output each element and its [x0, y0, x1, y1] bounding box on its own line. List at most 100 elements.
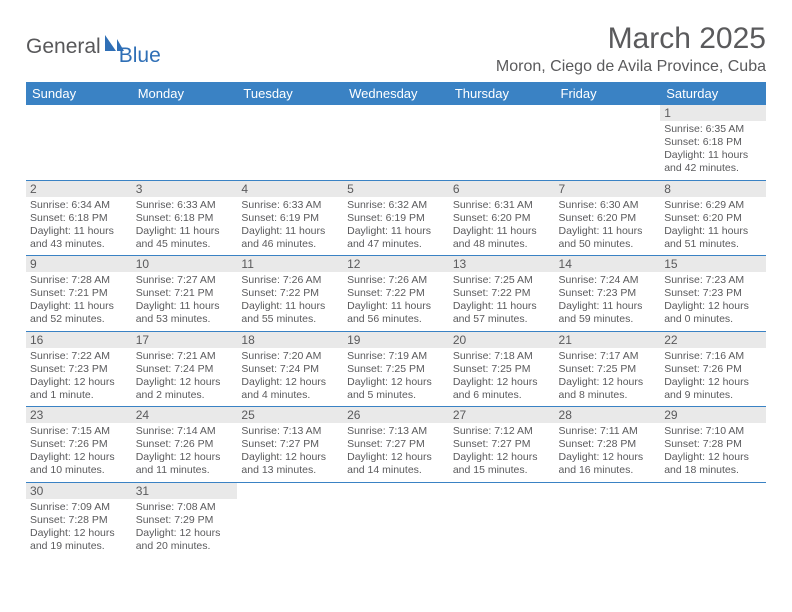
day-number: 1	[660, 105, 766, 121]
logo-text-blue: Blue	[119, 44, 161, 68]
day-number: 2	[26, 181, 132, 197]
sunset-text: Sunset: 6:19 PM	[347, 212, 445, 225]
day-number: 28	[555, 407, 661, 423]
sunrise-text: Sunrise: 7:14 AM	[136, 425, 234, 438]
day-number: 27	[449, 407, 555, 423]
sunrise-text: Sunrise: 7:20 AM	[241, 350, 339, 363]
sunset-text: Sunset: 7:23 PM	[664, 287, 762, 300]
logo: General Blue	[26, 26, 161, 68]
title-block: March 2025 Moron, Ciego de Avila Provinc…	[496, 22, 766, 76]
calendar-day-cell: 22 Sunrise: 7:16 AMSunset: 7:26 PMDayligh…	[660, 331, 766, 407]
day-number: 15	[660, 256, 766, 272]
daylight-text: Daylight: 12 hours and 4 minutes.	[241, 376, 339, 402]
sunrise-text: Sunrise: 7:15 AM	[30, 425, 128, 438]
sunset-text: Sunset: 7:26 PM	[136, 438, 234, 451]
day-number: 11	[237, 256, 343, 272]
calendar-week-row: 30Sunrise: 7:09 AMSunset: 7:28 PMDayligh…	[26, 482, 766, 557]
day-number: 29	[660, 407, 766, 423]
sunset-text: Sunset: 7:26 PM	[30, 438, 128, 451]
calendar-day-cell: 6Sunrise: 6:31 AMSunset: 6:20 PMDaylight…	[449, 180, 555, 256]
day-number: 13	[449, 256, 555, 272]
sunrise-text: Sunrise: 7:10 AM	[664, 425, 762, 438]
sunset-text: Sunset: 7:24 PM	[136, 363, 234, 376]
calendar-day-cell: 30Sunrise: 7:09 AMSunset: 7:28 PMDayligh…	[26, 482, 132, 557]
header: General Blue March 2025 Moron, Ciego de …	[26, 22, 766, 76]
calendar-day-cell: 5Sunrise: 6:32 AMSunset: 6:19 PMDaylight…	[343, 180, 449, 256]
calendar-day-cell: 18Sunrise: 7:20 AMSunset: 7:24 PMDayligh…	[237, 331, 343, 407]
sunrise-text: Sunrise: 7:16 AM	[664, 350, 762, 363]
daylight-text: Daylight: 11 hours and 53 minutes.	[136, 300, 234, 326]
calendar-day-cell: 15Sunrise: 7:23 AMSunset: 7:23 PMDayligh…	[660, 256, 766, 332]
daylight-text: Daylight: 11 hours and 57 minutes.	[453, 300, 551, 326]
daylight-text: Daylight: 11 hours and 51 minutes.	[664, 225, 762, 251]
day-number: 24	[132, 407, 238, 423]
calendar-day-cell	[26, 105, 132, 180]
sunset-text: Sunset: 7:24 PM	[241, 363, 339, 376]
daylight-text: Daylight: 11 hours and 59 minutes.	[559, 300, 657, 326]
day-number: 21	[555, 332, 661, 348]
sunset-text: Sunset: 7:28 PM	[664, 438, 762, 451]
day-number: 9	[26, 256, 132, 272]
calendar-day-cell: 9Sunrise: 7:28 AMSunset: 7:21 PMDaylight…	[26, 256, 132, 332]
sunrise-text: Sunrise: 6:33 AM	[136, 199, 234, 212]
calendar-day-cell: 23Sunrise: 7:15 AMSunset: 7:26 PMDayligh…	[26, 407, 132, 483]
day-number: 7	[555, 181, 661, 197]
day-number: 31	[132, 483, 238, 499]
calendar-day-cell: 8Sunrise: 6:29 AMSunset: 6:20 PMDaylight…	[660, 180, 766, 256]
day-number: 14	[555, 256, 661, 272]
calendar-day-cell: 20Sunrise: 7:18 AMSunset: 7:25 PMDayligh…	[449, 331, 555, 407]
day-number: 23	[26, 407, 132, 423]
daylight-text: Daylight: 12 hours and 8 minutes.	[559, 376, 657, 402]
calendar-day-cell	[449, 105, 555, 180]
daylight-text: Daylight: 11 hours and 56 minutes.	[347, 300, 445, 326]
weekday-header: Wednesday	[343, 82, 449, 105]
sunrise-text: Sunrise: 7:17 AM	[559, 350, 657, 363]
sunset-text: Sunset: 7:28 PM	[30, 514, 128, 527]
daylight-text: Daylight: 12 hours and 6 minutes.	[453, 376, 551, 402]
daylight-text: Daylight: 12 hours and 18 minutes.	[664, 451, 762, 477]
daylight-text: Daylight: 12 hours and 16 minutes.	[559, 451, 657, 477]
sunrise-text: Sunrise: 7:24 AM	[559, 274, 657, 287]
daylight-text: Daylight: 11 hours and 42 minutes.	[664, 149, 762, 175]
calendar-day-cell: 10Sunrise: 7:27 AMSunset: 7:21 PMDayligh…	[132, 256, 238, 332]
sunset-text: Sunset: 7:26 PM	[664, 363, 762, 376]
sunset-text: Sunset: 7:21 PM	[30, 287, 128, 300]
weekday-header: Saturday	[660, 82, 766, 105]
sunset-text: Sunset: 7:23 PM	[30, 363, 128, 376]
calendar-day-cell: 12Sunrise: 7:26 AMSunset: 7:22 PMDayligh…	[343, 256, 449, 332]
weekday-header: Sunday	[26, 82, 132, 105]
sunrise-text: Sunrise: 6:29 AM	[664, 199, 762, 212]
day-number: 17	[132, 332, 238, 348]
daylight-text: Daylight: 11 hours and 52 minutes.	[30, 300, 128, 326]
sunset-text: Sunset: 7:27 PM	[347, 438, 445, 451]
sunrise-text: Sunrise: 7:27 AM	[136, 274, 234, 287]
daylight-text: Daylight: 12 hours and 1 minute.	[30, 376, 128, 402]
day-number: 10	[132, 256, 238, 272]
daylight-text: Daylight: 12 hours and 5 minutes.	[347, 376, 445, 402]
calendar-day-cell: 29 Sunrise: 7:10 AMSunset: 7:28 PMDayligh…	[660, 407, 766, 483]
calendar-day-cell	[660, 482, 766, 557]
calendar-day-cell: 17Sunrise: 7:21 AMSunset: 7:24 PMDayligh…	[132, 331, 238, 407]
daylight-text: Daylight: 11 hours and 50 minutes.	[559, 225, 657, 251]
sunset-text: Sunset: 7:25 PM	[347, 363, 445, 376]
day-number: 22	[660, 332, 766, 348]
sunset-text: Sunset: 7:22 PM	[347, 287, 445, 300]
daylight-text: Daylight: 12 hours and 15 minutes.	[453, 451, 551, 477]
daylight-text: Daylight: 12 hours and 2 minutes.	[136, 376, 234, 402]
daylight-text: Daylight: 12 hours and 9 minutes.	[664, 376, 762, 402]
sunset-text: Sunset: 6:18 PM	[136, 212, 234, 225]
daylight-text: Daylight: 12 hours and 11 minutes.	[136, 451, 234, 477]
weekday-header: Thursday	[449, 82, 555, 105]
sunset-text: Sunset: 6:19 PM	[241, 212, 339, 225]
calendar-day-cell: 25Sunrise: 7:13 AMSunset: 7:27 PMDayligh…	[237, 407, 343, 483]
calendar-day-cell	[237, 482, 343, 557]
sunrise-text: Sunrise: 7:19 AM	[347, 350, 445, 363]
sunset-text: Sunset: 7:25 PM	[453, 363, 551, 376]
sunrise-text: Sunrise: 6:30 AM	[559, 199, 657, 212]
sunrise-text: Sunrise: 7:22 AM	[30, 350, 128, 363]
sunrise-text: Sunrise: 6:35 AM	[664, 123, 762, 136]
day-number: 3	[132, 181, 238, 197]
calendar-week-row: 23Sunrise: 7:15 AMSunset: 7:26 PMDayligh…	[26, 407, 766, 483]
calendar-day-cell: 3Sunrise: 6:33 AMSunset: 6:18 PMDaylight…	[132, 180, 238, 256]
sunrise-text: Sunrise: 7:12 AM	[453, 425, 551, 438]
